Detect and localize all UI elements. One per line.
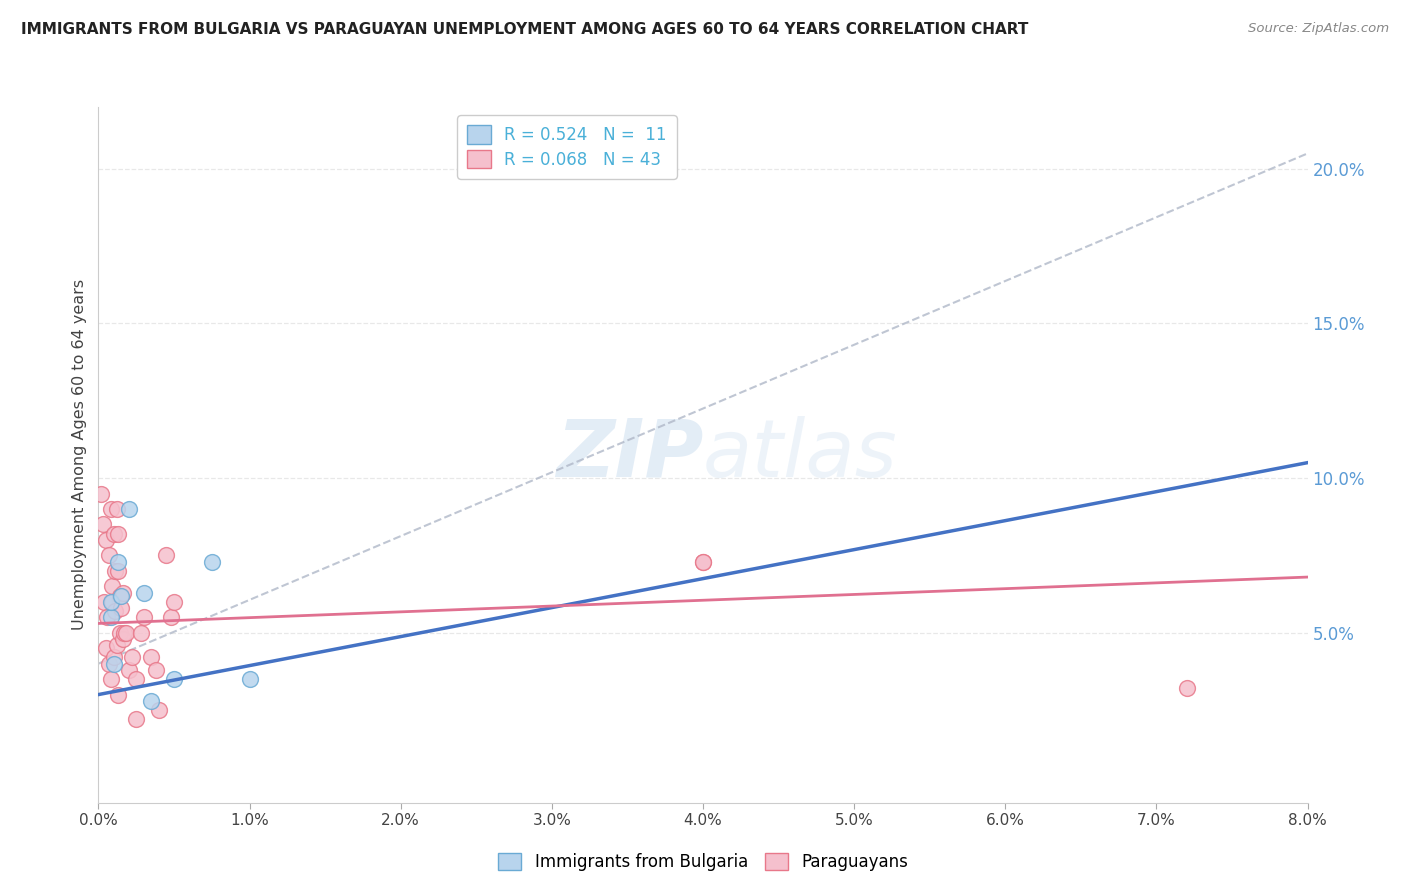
Point [1175, 681, 1198, 696]
Point [121, 650, 143, 665]
Point [160, 610, 183, 624]
Point [103, 657, 125, 671]
Point [239, 672, 262, 686]
Point [90, 486, 112, 500]
Point [155, 549, 177, 563]
Point [141, 650, 163, 665]
Point [103, 526, 125, 541]
Point [107, 688, 129, 702]
Point [111, 585, 134, 599]
Point [104, 564, 127, 578]
Point [112, 625, 135, 640]
Point [96, 610, 118, 624]
Point [692, 555, 714, 569]
Point [107, 526, 129, 541]
Text: ZIP: ZIP [555, 416, 703, 494]
Point [101, 579, 124, 593]
Point [163, 672, 186, 686]
Point [114, 625, 136, 640]
Text: IMMIGRANTS FROM BULGARIA VS PARAGUAYAN UNEMPLOYMENT AMONG AGES 60 TO 64 YEARS CO: IMMIGRANTS FROM BULGARIA VS PARAGUAYAN U… [21, 22, 1028, 37]
Point [108, 589, 131, 603]
Point [107, 564, 129, 578]
Legend: Immigrants from Bulgaria, Paraguayans: Immigrants from Bulgaria, Paraguayans [489, 845, 917, 880]
Point [100, 610, 122, 624]
Point [132, 610, 155, 624]
Point [141, 694, 163, 708]
Point [118, 502, 141, 516]
Point [110, 601, 132, 615]
Point [100, 672, 122, 686]
Y-axis label: Unemployment Among Ages 60 to 64 years: Unemployment Among Ages 60 to 64 years [72, 279, 87, 631]
Point [132, 585, 155, 599]
Point [98, 549, 121, 563]
Point [98, 657, 121, 671]
Point [107, 555, 129, 569]
Point [111, 632, 134, 646]
Point [94, 641, 117, 656]
Legend: R = 0.524   N =  11, R = 0.068   N = 43: R = 0.524 N = 11, R = 0.068 N = 43 [457, 115, 676, 178]
Point [94, 533, 117, 547]
Point [93, 595, 115, 609]
Text: atlas: atlas [703, 416, 898, 494]
Point [110, 589, 132, 603]
Point [101, 595, 124, 609]
Point [100, 595, 122, 609]
Text: Source: ZipAtlas.com: Source: ZipAtlas.com [1249, 22, 1389, 36]
Point [105, 502, 128, 516]
Point [105, 638, 128, 652]
Point [163, 595, 186, 609]
Point [129, 625, 152, 640]
Point [148, 703, 170, 717]
Point [125, 712, 148, 726]
Point [125, 672, 148, 686]
Point [91, 517, 114, 532]
Point [201, 555, 224, 569]
Point [104, 604, 127, 618]
Point [145, 663, 167, 677]
Point [103, 650, 125, 665]
Point [108, 625, 131, 640]
Point [118, 663, 141, 677]
Point [692, 555, 714, 569]
Point [100, 502, 122, 516]
